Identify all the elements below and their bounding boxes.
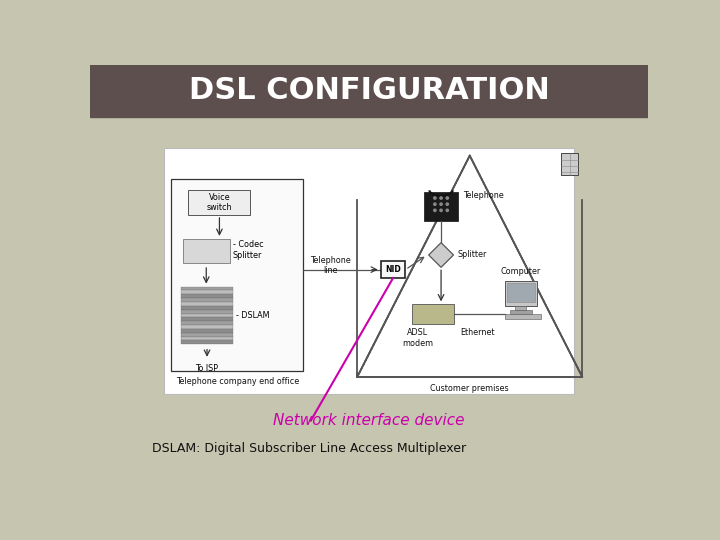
Text: ADSL
modem: ADSL modem [402, 328, 433, 348]
Text: Splitter: Splitter [233, 251, 262, 260]
Bar [181, 302, 233, 306]
Text: - Codec: - Codec [233, 240, 264, 249]
Bar [181, 321, 233, 325]
Bar [171, 179, 303, 372]
Bar [424, 192, 458, 221]
Bar [510, 310, 532, 314]
Bar [516, 306, 526, 310]
Bar [181, 287, 233, 291]
Bar [181, 314, 233, 318]
Circle shape [440, 209, 442, 212]
Text: Ethernet: Ethernet [460, 328, 495, 337]
Bar [505, 314, 541, 319]
Bar [181, 291, 233, 294]
Text: - DSLAM: - DSLAM [235, 311, 269, 320]
Circle shape [433, 203, 436, 205]
Polygon shape [428, 242, 454, 267]
Bar [183, 239, 230, 264]
Bar [181, 318, 233, 321]
Bar [181, 336, 233, 340]
Circle shape [440, 197, 442, 199]
Text: DSL CONFIGURATION: DSL CONFIGURATION [189, 77, 549, 105]
Circle shape [440, 203, 442, 205]
Bar [181, 306, 233, 309]
Circle shape [446, 209, 449, 212]
Text: Network interface device: Network interface device [274, 413, 464, 428]
Text: To ISP: To ISP [196, 363, 219, 373]
Bar [181, 309, 233, 314]
Bar [381, 261, 405, 278]
Bar [412, 304, 454, 323]
Bar [189, 190, 251, 215]
Text: Customer premises: Customer premises [431, 384, 509, 393]
Text: Telephone: Telephone [463, 191, 503, 200]
Bar [505, 281, 537, 306]
Bar [181, 325, 233, 329]
Circle shape [446, 203, 449, 205]
Text: Telephone company end office: Telephone company end office [176, 377, 299, 387]
Circle shape [433, 209, 436, 212]
Text: Computer: Computer [501, 267, 541, 276]
Text: Voice
switch: Voice switch [207, 193, 232, 212]
Bar [181, 329, 233, 333]
Text: Splitter: Splitter [457, 251, 487, 260]
Text: DSLAM: Digital Subscriber Line Access Multiplexer: DSLAM: Digital Subscriber Line Access Mu… [152, 442, 466, 455]
Bar [181, 333, 233, 336]
Bar [181, 340, 233, 345]
Bar [181, 294, 233, 298]
Bar [507, 284, 535, 302]
Circle shape [446, 197, 449, 199]
Bar [90, 65, 648, 117]
Text: NID: NID [385, 265, 401, 274]
Bar [181, 298, 233, 302]
Text: Telephone
line: Telephone line [310, 256, 351, 275]
Circle shape [433, 197, 436, 199]
Bar [561, 153, 578, 175]
Bar [163, 148, 575, 394]
